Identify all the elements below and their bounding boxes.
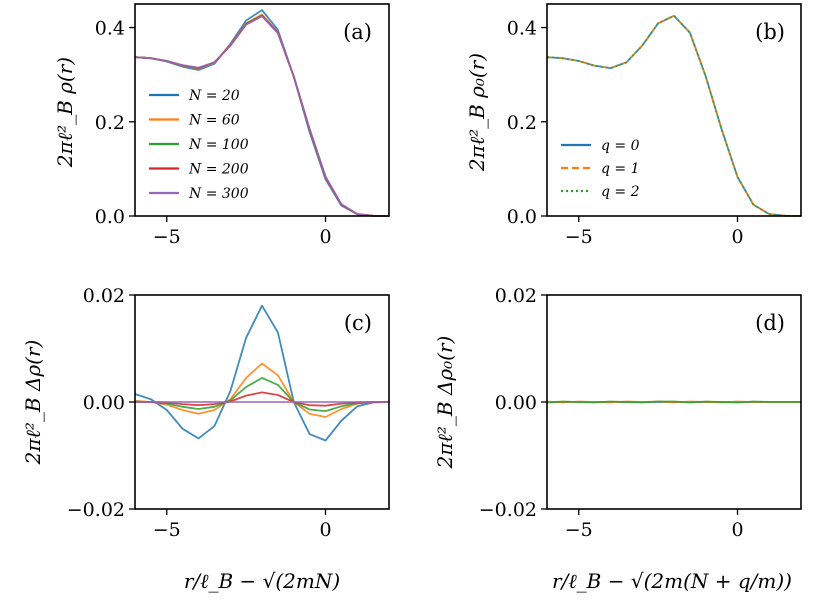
y-axis-label: 2πℓ²_B Δρ₀(r) [433,336,457,470]
legend: N = 20 N = 60 N = 100 N = 200 N = 300 [149,88,249,202]
series-line-2 [134,377,389,412]
y-tick-label: 0.4 [95,18,125,40]
legend: q = 0 q = 1 q = 2 [561,138,640,200]
y-tick-label: 0.00 [495,392,537,414]
legend-label: N = 300 [188,186,249,202]
y-tick-label: −0.02 [479,499,537,521]
legend-label: N = 60 [188,113,240,129]
tick-group: −5 0 −0.02 0.00 0.02 [67,285,332,541]
panel-label: (a) [343,20,372,44]
y-tick-label: 0.2 [507,112,537,134]
series-line-2 [134,14,390,217]
x-tick-label: −5 [565,226,593,248]
panel-b: −5 0 0.0 0.2 0.4 (b) 2πℓ²_B ρ₀(r) q = 0 q = 1… [465,3,802,248]
axes-frame [134,3,390,217]
series-group [546,14,802,217]
series-group [546,400,801,404]
panel-d: −5 0 −0.02 0.00 0.02 (d) 2πℓ²_B Δρ₀(r) r/ℓ_B… [433,285,802,593]
series-line-1 [546,14,802,217]
panel-label: (b) [755,20,785,44]
tick-group: −5 0 0.0 0.2 0.4 [507,18,744,248]
series-line-0 [134,304,390,442]
legend-label: N = 200 [188,162,249,178]
y-axis-label: 2πℓ²_B Δρ(r) [21,340,45,466]
legend-label: N = 20 [188,88,240,104]
y-axis-label: 2πℓ²_B ρ(r) [53,57,77,168]
series-line-1 [134,13,390,217]
x-axis-label: r/ℓ_B − √(2m(N + q/m)) [552,569,792,593]
series-line-3 [134,14,390,217]
y-tick-label: 0.0 [507,206,537,228]
axes-frame [546,3,802,217]
y-tick-label: 0.2 [95,112,125,134]
tick-group: −5 0 0.0 0.2 0.4 [95,18,332,248]
y-tick-label: 0.02 [83,285,125,307]
x-tick-label: 0 [319,226,331,248]
series-group [134,9,390,217]
legend-label: q = 0 [601,138,640,154]
y-tick-label: −0.02 [67,499,125,521]
legend-label: q = 1 [601,161,640,177]
series-line-3 [135,391,389,407]
x-tick-label: −5 [153,519,181,541]
panel-c: −5 0 −0.02 0.00 0.02 (c) 2πℓ²_B Δρ(r) r/ℓ_B … [21,285,390,593]
y-tick-label: 0.02 [495,285,537,307]
x-tick-label: 0 [319,519,331,541]
x-tick-label: −5 [565,519,593,541]
series-line-4 [134,15,390,217]
y-axis-label: 2πℓ²_B ρ₀(r) [465,53,489,172]
legend-label: N = 100 [188,137,249,153]
x-tick-label: −5 [153,226,181,248]
x-axis-label: r/ℓ_B − √(2mN) [184,569,340,593]
legend-label: q = 2 [601,184,640,200]
y-tick-label: 0.00 [83,392,125,414]
series-line-2 [546,400,801,404]
panel-label: (d) [755,311,785,335]
x-tick-label: 0 [731,226,743,248]
series-line-2 [546,14,802,217]
series-line-1 [134,362,389,418]
y-tick-label: 0.0 [95,206,125,228]
series-group [134,304,390,442]
y-tick-label: 0.4 [507,18,537,40]
series-line-0 [546,14,802,217]
panel-a: −5 0 0.0 0.2 0.4 (a) 2πℓ²_B ρ(r) N = 20 N = 6… [53,3,390,248]
tick-group: −5 0 −0.02 0.00 0.02 [479,285,744,541]
panel-label: (c) [344,311,372,335]
x-tick-label: 0 [731,519,743,541]
